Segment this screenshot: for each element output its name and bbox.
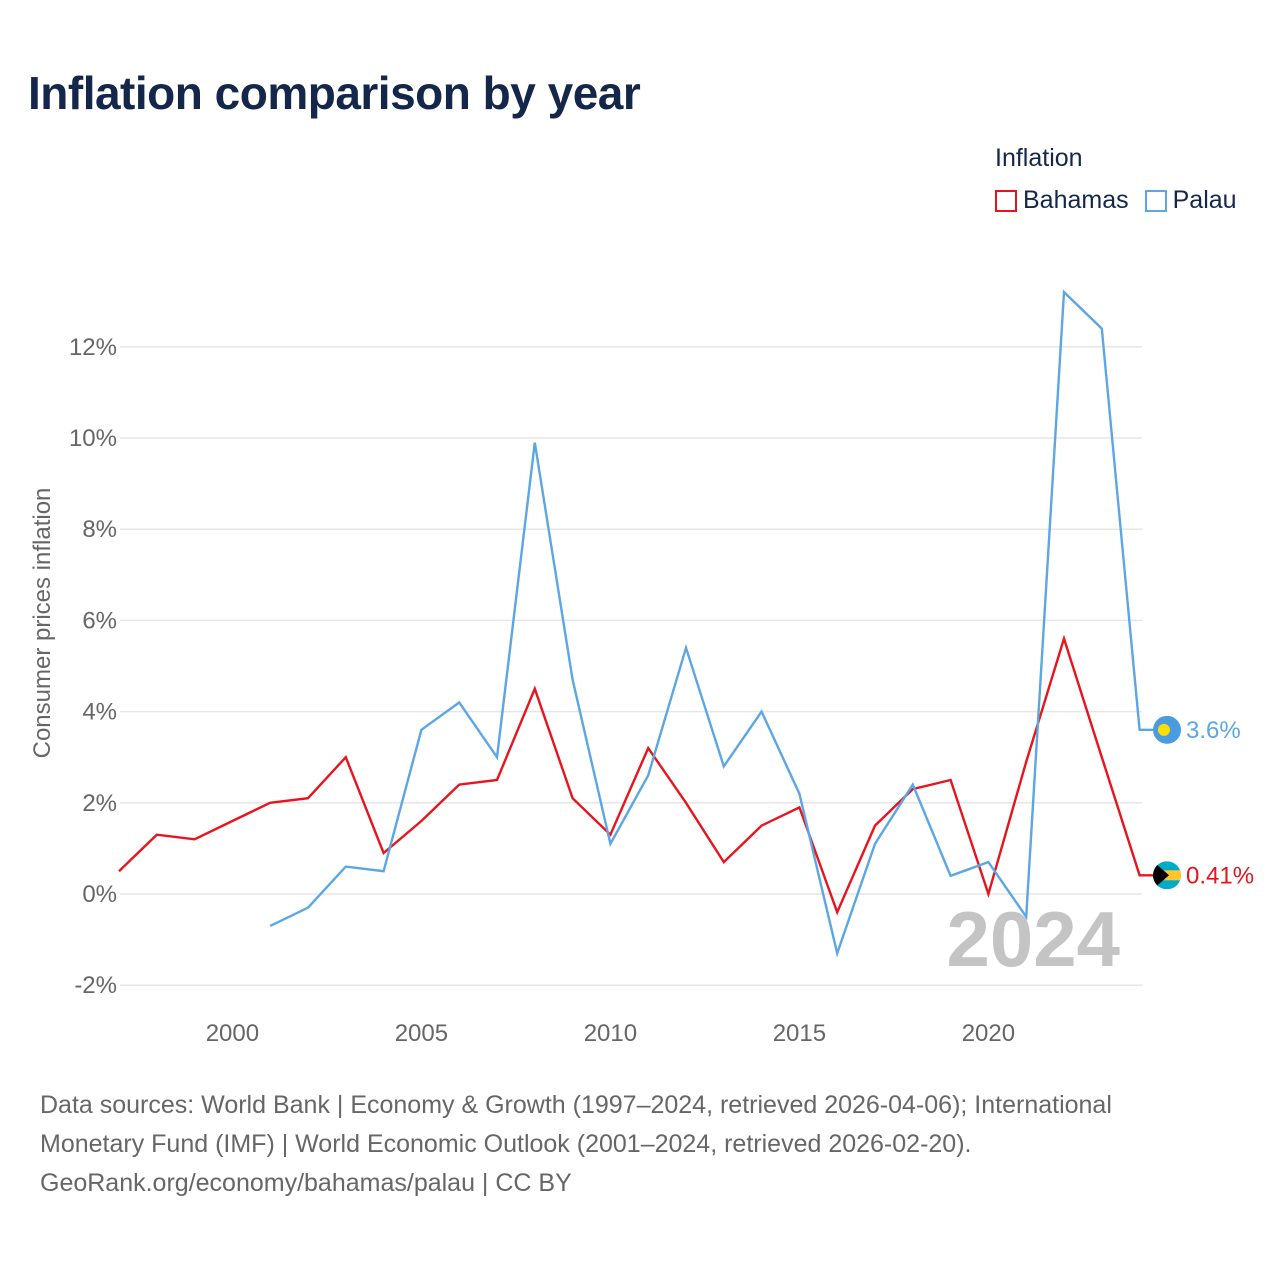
x-tick-label: 2015 [773,1020,826,1047]
data-point-palau[interactable] [343,864,349,870]
data-point-palau[interactable] [305,905,311,911]
data-point-palau[interactable] [985,859,991,865]
data-point-bahamas[interactable] [1061,636,1067,642]
data-point-palau[interactable] [570,677,576,683]
y-tick-label: 10% [69,425,117,452]
data-point-bahamas[interactable] [645,745,651,751]
end-label-bahamas: 0.41% [1186,862,1254,889]
bahamas-flag-icon [1153,861,1181,890]
y-tick-label: 6% [82,607,117,634]
data-point-palau[interactable] [494,754,500,760]
x-tick-label: 2010 [584,1020,637,1047]
data-point-bahamas[interactable] [456,782,462,788]
legend-item-bahamas[interactable]: Bahamas [995,186,1129,215]
data-point-palau[interactable] [1099,326,1105,332]
y-tick-labels: -2% 0% 2% 4% 6% 8% 10% 12% [69,334,117,999]
data-point-bahamas[interactable] [343,754,349,760]
line-chart: -2% 0% 2% 4% 6% 8% 10% 12% 2000 2005 2010 2015 2020… [29,289,1254,1047]
data-point-bahamas[interactable] [1137,872,1143,878]
data-point-palau[interactable] [418,727,424,733]
data-point-palau[interactable] [645,772,651,778]
data-point-palau[interactable] [1061,289,1067,295]
data-point-palau[interactable] [872,841,878,847]
data-point-bahamas[interactable] [532,686,538,692]
data-point-bahamas[interactable] [116,868,122,874]
footer-line-3[interactable]: GeoRank.org/economy/bahamas/palau | CC B… [40,1169,572,1197]
y-tick-label: 2% [82,790,117,817]
data-point-bahamas[interactable] [683,800,689,806]
y-tick-label: 4% [82,699,117,726]
series-line-bahamas[interactable] [118,634,1153,916]
data-point-palau[interactable] [456,699,462,705]
x-tick-labels: 2000 2005 2010 2015 2020 [206,1020,1015,1047]
series-lines [116,289,1153,958]
x-tick-label: 2020 [962,1020,1015,1047]
data-point-palau[interactable] [796,791,802,797]
x-tick-label: 2000 [206,1020,259,1047]
legend-item-palau[interactable]: Palau [1144,186,1237,215]
data-point-bahamas[interactable] [721,859,727,865]
data-point-palau[interactable] [381,868,387,874]
data-point-bahamas[interactable] [229,818,235,824]
chart-title: Inflation comparison by year [28,67,641,119]
data-point-bahamas[interactable] [305,795,311,801]
y-tick-label: 0% [82,881,117,908]
data-point-bahamas[interactable] [570,795,576,801]
legend: Bahamas Palau [995,186,1237,215]
data-point-palau[interactable] [834,950,840,956]
data-point-bahamas[interactable] [985,891,991,897]
data-point-bahamas[interactable] [381,850,387,856]
data-point-bahamas[interactable] [154,832,160,838]
palau-flag-icon [1153,715,1181,744]
data-point-bahamas[interactable] [759,823,765,829]
data-point-palau[interactable] [1137,727,1143,733]
data-point-palau[interactable] [267,923,273,929]
data-point-palau[interactable] [721,763,727,769]
gridlines [120,346,1142,986]
data-point-bahamas[interactable] [1023,759,1029,765]
end-label-palau: 3.6% [1186,717,1241,744]
data-point-palau[interactable] [532,440,538,446]
legend-swatch-palau [1144,189,1167,212]
legend-label-bahamas: Bahamas [1023,186,1129,214]
end-markers: 0.41% 3.6% [1153,715,1254,890]
y-tick-label: 12% [69,334,117,361]
data-point-bahamas[interactable] [872,823,878,829]
legend-label-palau: Palau [1172,186,1237,214]
legend-title: Inflation [995,144,1083,172]
data-point-bahamas[interactable] [834,909,840,915]
data-point-bahamas[interactable] [192,836,198,842]
y-tick-label: 8% [82,516,117,543]
data-point-palau[interactable] [607,841,613,847]
data-point-palau[interactable] [1023,914,1029,920]
footer-line-1: Data sources: World Bank | Economy & Gro… [40,1091,1112,1119]
data-point-palau[interactable] [683,645,689,651]
year-watermark: 2024 [946,895,1120,983]
data-point-bahamas[interactable] [418,818,424,824]
data-point-palau[interactable] [759,709,765,715]
y-axis-label: Consumer prices inflation [29,488,56,759]
legend-swatch-bahamas [995,189,1017,212]
data-point-bahamas[interactable] [267,800,273,806]
series-line-palau[interactable] [269,289,1153,958]
data-point-bahamas[interactable] [494,777,500,783]
x-tick-label: 2005 [395,1020,448,1047]
data-point-bahamas[interactable] [948,777,954,783]
data-point-bahamas[interactable] [1099,754,1105,760]
y-tick-label: -2% [74,972,117,999]
data-point-palau[interactable] [948,873,954,879]
footer: Data sources: World Bank | Economy & Gro… [40,1086,1240,1203]
footer-line-2: Monetary Fund (IMF) | World Economic Out… [40,1130,972,1158]
data-point-palau[interactable] [910,782,916,788]
